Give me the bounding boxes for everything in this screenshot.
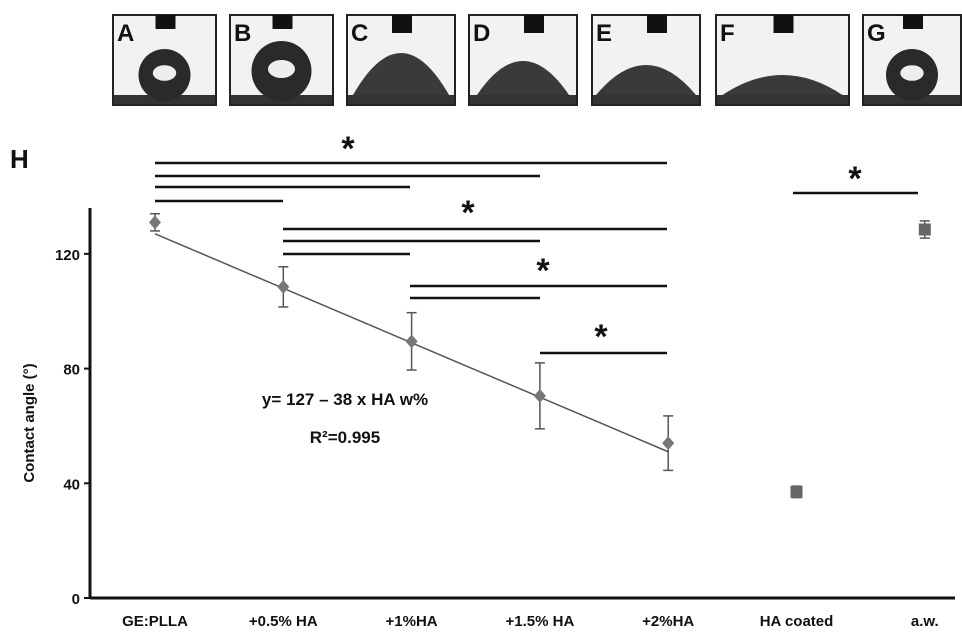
y-tick-label: 80: [63, 362, 80, 379]
panel-letter: D: [473, 20, 490, 47]
panel-letter: G: [867, 20, 886, 47]
photo-panel: F: [716, 15, 849, 105]
figure: A B C D E F G H Contact angle (°) 0 40 80 120 GE:PLLA…: [0, 0, 962, 637]
x-tick-label: +0.5% HA: [249, 613, 318, 630]
photo-panel: E: [592, 15, 700, 105]
data-point: [277, 280, 289, 294]
panel-letter: H: [10, 144, 29, 174]
data-point: [919, 224, 931, 236]
needle: [774, 15, 794, 33]
data-point: [791, 486, 803, 498]
y-axis-label: Contact angle (°): [21, 363, 38, 482]
data-point: [406, 334, 418, 348]
droplet-highlight: [153, 65, 176, 81]
photo-panel: C: [347, 15, 455, 105]
data-point: [149, 215, 161, 229]
x-tick-label: +1%HA: [386, 613, 438, 630]
photo-panel: G: [863, 15, 961, 105]
data-point: [534, 389, 546, 403]
x-tick-label: +1.5% HA: [506, 613, 575, 630]
droplet-highlight: [268, 60, 295, 78]
substrate: [470, 95, 576, 104]
substrate: [717, 95, 848, 104]
significance-mark: *: [341, 130, 355, 168]
needle: [392, 15, 412, 33]
x-tick-label: GE:PLLA: [122, 613, 188, 630]
significance-mark: *: [848, 160, 862, 198]
significance-mark: *: [536, 252, 550, 290]
fit-equation: y= 127 – 38 x HA w%: [262, 390, 428, 409]
y-tick-label: 120: [55, 247, 80, 264]
substrate: [593, 95, 699, 104]
panel-letter: F: [720, 20, 735, 47]
photo-panel: A: [113, 15, 216, 105]
fit-r2: R²=0.995: [310, 428, 380, 447]
data-point: [662, 436, 674, 450]
substrate: [348, 95, 454, 104]
needle: [273, 15, 293, 29]
panel-letter: C: [351, 20, 368, 47]
photo-panel: B: [230, 15, 333, 105]
x-tick-label: HA coated: [760, 613, 834, 630]
x-tick-label: +2%HA: [642, 613, 694, 630]
significance-mark: *: [594, 318, 608, 356]
panel-letter: E: [596, 20, 612, 47]
x-tick-label: a.w.: [911, 613, 939, 630]
needle: [903, 15, 923, 29]
needle: [156, 15, 176, 29]
needle: [647, 15, 667, 33]
panel-letter: B: [234, 20, 251, 47]
needle: [524, 15, 544, 33]
photo-panel: D: [469, 15, 577, 105]
y-tick-label: 40: [63, 476, 80, 493]
significance-mark: *: [461, 194, 475, 232]
panel-letter: A: [117, 20, 134, 47]
droplet-highlight: [900, 65, 923, 81]
y-tick-label: 0: [72, 591, 80, 608]
